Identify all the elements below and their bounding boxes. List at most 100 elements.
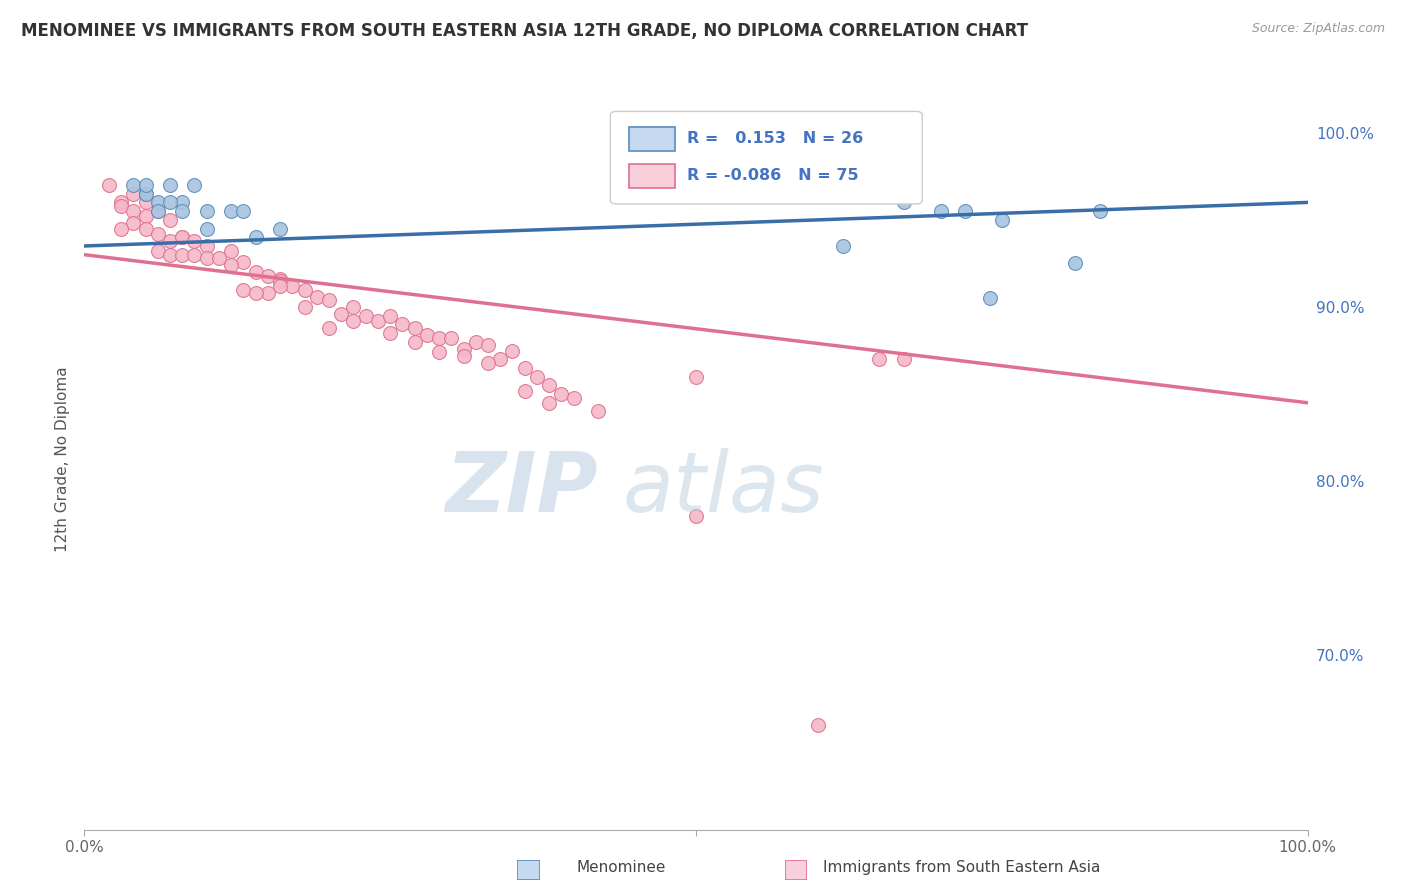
Point (172, 195, 194, 210)
Point (232, 283, 254, 297)
Point (135, 195, 157, 210)
Point (342, 314, 364, 328)
Text: MENOMINEE VS IMMIGRANTS FROM SOUTH EASTERN ASIA 12TH GRADE, NO DIPLOMA CORRELATI: MENOMINEE VS IMMIGRANTS FROM SOUTH EASTE… (21, 22, 1028, 40)
Text: atlas: atlas (623, 449, 824, 530)
Point (807, 718, 830, 732)
Point (172, 204, 194, 219)
Point (159, 248, 181, 262)
Point (146, 244, 169, 259)
FancyBboxPatch shape (628, 164, 675, 187)
Point (159, 178, 181, 192)
Point (1064, 256, 1087, 270)
Point (380, 326, 402, 340)
Point (122, 186, 145, 201)
Point (122, 216, 145, 230)
Point (135, 221, 157, 235)
Point (550, 387, 572, 401)
Point (245, 230, 267, 244)
Point (685, 508, 707, 523)
Point (257, 268, 280, 283)
Point (342, 300, 364, 314)
Text: ZIP: ZIP (446, 449, 598, 530)
Point (183, 178, 205, 192)
Point (305, 289, 328, 303)
Point (404, 321, 426, 335)
Point (672, 126, 695, 140)
Point (416, 327, 439, 342)
Point (367, 314, 389, 328)
Point (183, 234, 205, 248)
Point (245, 265, 267, 279)
Point (159, 195, 181, 210)
Point (269, 272, 291, 286)
Point (489, 352, 512, 367)
Point (318, 321, 340, 335)
Point (404, 334, 426, 349)
Point (172, 230, 194, 244)
Point (330, 307, 353, 321)
Text: Source: ZipAtlas.com: Source: ZipAtlas.com (1251, 22, 1385, 36)
Point (172, 248, 194, 262)
Point (110, 199, 132, 213)
Point (453, 342, 475, 356)
Text: Immigrants from South Eastern Asia: Immigrants from South Eastern Asia (823, 860, 1099, 874)
Text: Menominee: Menominee (576, 860, 666, 874)
Point (232, 204, 254, 219)
Point (953, 204, 976, 219)
Point (893, 195, 915, 210)
Text: R =   0.153   N = 26: R = 0.153 N = 26 (688, 131, 863, 146)
Point (159, 234, 181, 248)
Point (477, 338, 499, 352)
Point (586, 404, 609, 418)
FancyBboxPatch shape (610, 112, 922, 204)
Point (135, 210, 157, 224)
Point (146, 204, 169, 219)
Point (391, 318, 413, 332)
Point (183, 248, 205, 262)
Point (219, 244, 242, 259)
Point (526, 369, 548, 384)
Point (269, 279, 291, 293)
Point (269, 274, 291, 288)
Point (135, 186, 157, 201)
Point (991, 212, 1014, 227)
Y-axis label: 12th Grade, No Diploma: 12th Grade, No Diploma (55, 367, 70, 552)
Point (135, 186, 157, 201)
Point (538, 378, 561, 392)
Point (195, 239, 218, 253)
Point (513, 360, 536, 375)
Point (135, 178, 157, 192)
Point (269, 221, 291, 235)
Point (97, 178, 120, 192)
Point (110, 195, 132, 210)
Point (172, 230, 194, 244)
Point (232, 254, 254, 268)
Point (146, 204, 169, 219)
FancyBboxPatch shape (628, 127, 675, 151)
Point (893, 352, 915, 367)
Point (122, 178, 145, 192)
Point (257, 285, 280, 300)
Point (979, 291, 1001, 305)
Point (538, 396, 561, 410)
Point (281, 279, 304, 293)
Text: R = -0.086   N = 75: R = -0.086 N = 75 (688, 169, 859, 184)
Point (929, 204, 952, 219)
Point (464, 334, 486, 349)
Point (562, 391, 585, 405)
Point (440, 331, 463, 345)
Point (122, 204, 145, 219)
Point (513, 384, 536, 398)
Point (427, 331, 450, 345)
Point (208, 251, 231, 265)
Point (110, 221, 132, 235)
Point (869, 352, 891, 367)
Point (219, 258, 242, 272)
Point (427, 345, 450, 359)
Point (831, 239, 853, 253)
Point (1088, 204, 1111, 219)
Point (195, 204, 218, 219)
Point (146, 227, 169, 241)
Point (453, 349, 475, 363)
Point (318, 293, 340, 307)
